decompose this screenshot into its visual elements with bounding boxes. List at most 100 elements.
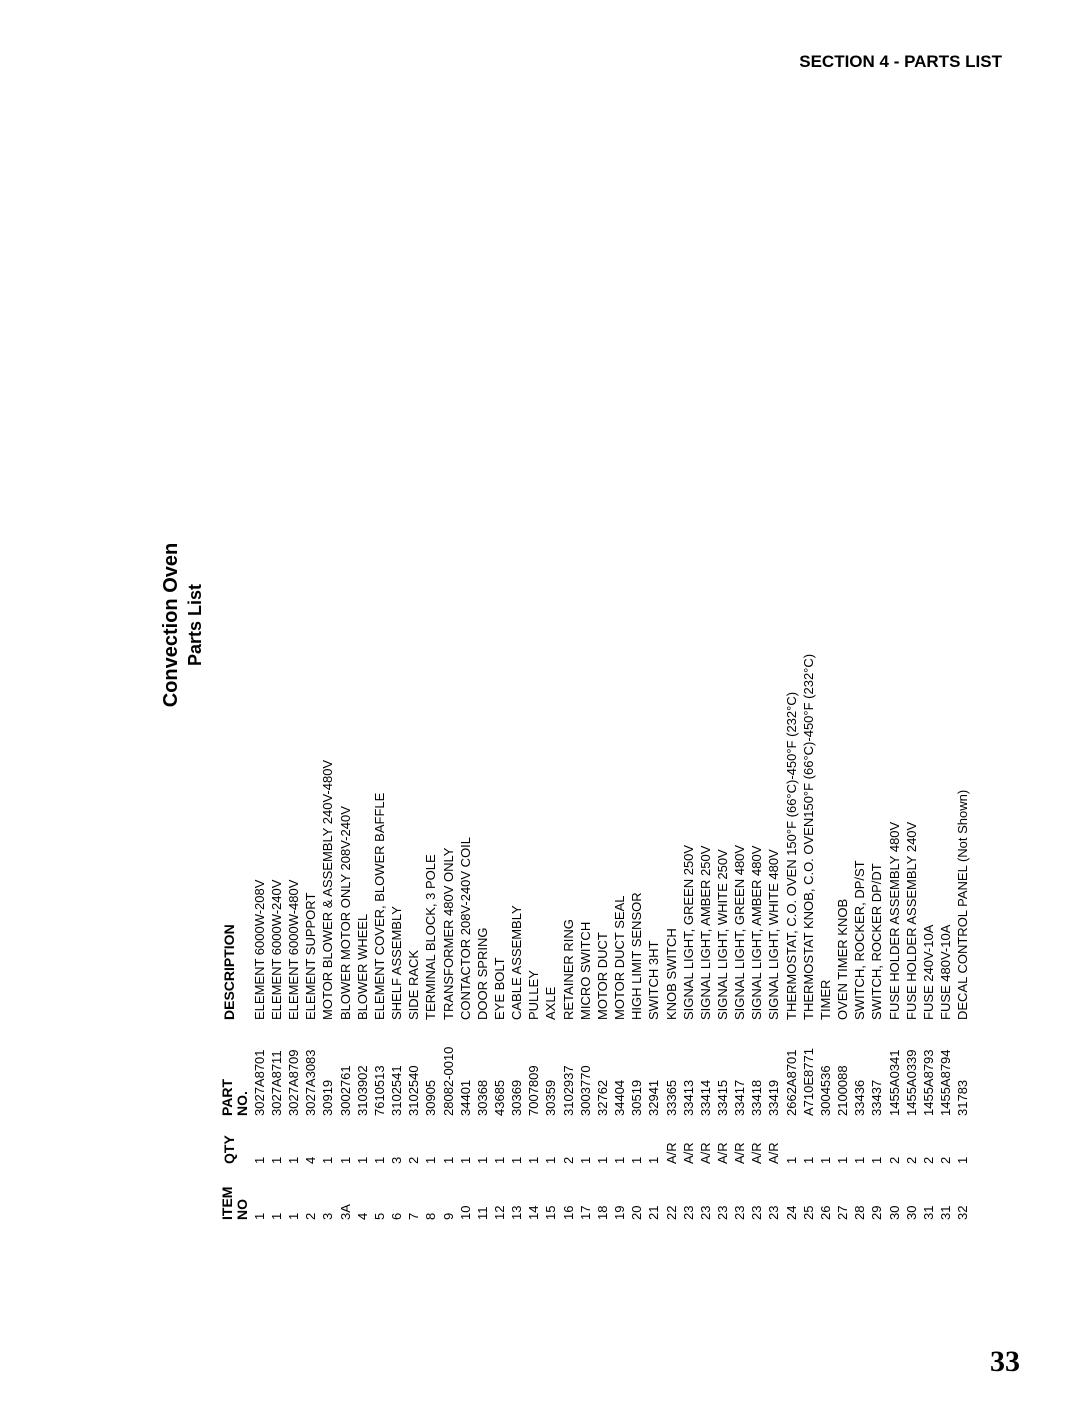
cell-desc: AXLE [542, 640, 559, 1020]
table-row: 413103902BLOWER WHEEL [354, 640, 371, 1220]
page-number: 33 [990, 1345, 1020, 1379]
cell-desc: FUSE 480V-10A [937, 640, 954, 1020]
cell-item: 31 [937, 1164, 954, 1220]
cell-item: 3 [319, 1164, 336, 1220]
cell-desc: EYE BOLT [491, 640, 508, 1020]
cell-qty: A/R [748, 1116, 765, 1164]
cell-part: 3004536 [817, 1020, 834, 1116]
cell-part: 3027A8711 [268, 1020, 285, 1116]
cell-item: 23 [680, 1164, 697, 1220]
cell-part: 3102540 [405, 1020, 422, 1116]
table-row: 3121455A8794FUSE 480V-10A [937, 640, 954, 1220]
cell-desc: SIGNAL LIGHT, WHITE 480V [765, 640, 782, 1020]
cell-qty: 1 [783, 1116, 800, 1164]
cell-qty: 1 [251, 1116, 268, 1164]
table-row: 32131783DECAL CONTROL PANEL (Not Shown) [954, 640, 971, 1220]
cell-part: 32941 [645, 1020, 662, 1116]
table-row: 633102541SHELF ASSEMBLY [388, 640, 405, 1220]
cell-part: 33437 [868, 1020, 885, 1116]
cell-desc: TIMER [817, 640, 834, 1020]
cell-desc: DECAL CONTROL PANEL (Not Shown) [954, 640, 971, 1020]
cell-item: 1 [251, 1164, 268, 1220]
table-row: 1713003770MICRO SWITCH [577, 640, 594, 1220]
cell-desc: SHELF ASSEMBLY [388, 640, 405, 1020]
cell-item: 23 [697, 1164, 714, 1220]
table-row: 23A/R33419SIGNAL LIGHT, WHITE 480V [765, 640, 782, 1220]
cell-part: 2662A8701 [783, 1020, 800, 1116]
table-row: 243027A3083ELEMENT SUPPORT [302, 640, 319, 1220]
cell-qty: 4 [302, 1116, 319, 1164]
cell-item: 16 [560, 1164, 577, 1220]
cell-part: 33436 [851, 1020, 868, 1116]
cell-desc: ELEMENT 6000W-240V [268, 640, 285, 1020]
cell-item: 23 [765, 1164, 782, 1220]
cell-item: 20 [628, 1164, 645, 1220]
cell-desc: SIGNAL LIGHT, AMBER 250V [697, 640, 714, 1020]
table-row: 1623102937RETAINER RING [560, 640, 577, 1220]
table-row: 3021455A0341FUSE HOLDER ASSEMBLY 480V [886, 640, 903, 1220]
table-row: 2412662A8701THERMOSTAT, C.O. OVEN 150°F … [783, 640, 800, 1220]
cell-desc: ELEMENT 6000W-480V [285, 640, 302, 1020]
cell-part: 30368 [474, 1020, 491, 1116]
table-row: 3121455A8793FUSE 240V-10A [920, 640, 937, 1220]
cell-qty: 1 [868, 1116, 885, 1164]
cell-item: 26 [817, 1164, 834, 1220]
col-header-part-line1: PART [219, 1079, 235, 1116]
cell-item: 27 [834, 1164, 851, 1220]
table-row: 22A/R33365KNOB SWITCH [663, 640, 680, 1220]
cell-item: 23 [731, 1164, 748, 1220]
cell-desc: BLOWER WHEEL [354, 640, 371, 1020]
cell-qty: 1 [371, 1116, 388, 1164]
cell-qty: 1 [440, 1116, 457, 1164]
cell-item: 11 [474, 1164, 491, 1220]
cell-qty: 1 [337, 1116, 354, 1164]
table-row: 251A710E8771THERMOSTAT KNOB, C.O. OVEN15… [800, 640, 817, 1220]
table-row: 19134404MOTOR DUCT SEAL [611, 640, 628, 1220]
cell-part: 33415 [714, 1020, 731, 1116]
cell-item: 31 [920, 1164, 937, 1220]
cell-item: 21 [645, 1164, 662, 1220]
cell-qty: 1 [954, 1116, 971, 1164]
cell-qty: 1 [457, 1116, 474, 1164]
cell-qty: 1 [491, 1116, 508, 1164]
cell-qty: 1 [594, 1116, 611, 1164]
cell-qty: 3 [388, 1116, 405, 1164]
cell-part: 32762 [594, 1020, 611, 1116]
cell-qty: 1 [268, 1116, 285, 1164]
cell-part: 1455A8793 [920, 1020, 937, 1116]
parts-list-container: Convection Oven Parts List ITEM NO QTY P… [160, 120, 971, 1220]
cell-part: 33414 [697, 1020, 714, 1116]
table-row: 3130919MOTOR BLOWER & ASSEMBLY 240V-480V [319, 640, 336, 1220]
cell-desc: THERMOSTAT, C.O. OVEN 150°F (66°C)-450°F… [783, 640, 800, 1020]
cell-desc: MICRO SWITCH [577, 640, 594, 1020]
cell-qty: A/R [731, 1116, 748, 1164]
cell-part: 1455A8794 [937, 1020, 954, 1116]
cell-desc: KNOB SWITCH [663, 640, 680, 1020]
table-row: 8130905TERMINAL BLOCK, 3 POLE [422, 640, 439, 1220]
cell-qty: 2 [886, 1116, 903, 1164]
cell-part: 1455A0341 [886, 1020, 903, 1116]
table-row: 28133436SWITCH, ROCKER, DP/ST [851, 640, 868, 1220]
cell-qty: A/R [765, 1116, 782, 1164]
cell-desc: TRANSFORMER 480V ONLY [440, 640, 457, 1020]
cell-part: 2100088 [834, 1020, 851, 1116]
cell-qty: 1 [577, 1116, 594, 1164]
cell-desc: HIGH LIMIT SENSOR [628, 640, 645, 1020]
table-row: 2712100088OVEN TIMER KNOB [834, 640, 851, 1220]
cell-desc: SIDE RACK [405, 640, 422, 1020]
cell-part: 31783 [954, 1020, 971, 1116]
cell-desc: CONTACTOR 208V-240V COIL [457, 640, 474, 1020]
cell-desc: FUSE 240V-10A [920, 640, 937, 1020]
cell-qty: 2 [903, 1116, 920, 1164]
cell-item: 1 [268, 1164, 285, 1220]
cell-desc: RETAINER RING [560, 640, 577, 1020]
cell-desc: SWITCH 3HT [645, 640, 662, 1020]
cell-qty: 1 [508, 1116, 525, 1164]
cell-part: 3027A8709 [285, 1020, 302, 1116]
cell-part: 3102937 [560, 1020, 577, 1116]
cell-qty: A/R [680, 1116, 697, 1164]
cell-item: 6 [388, 1164, 405, 1220]
cell-desc: SIGNAL LIGHT, AMBER 480V [748, 640, 765, 1020]
cell-desc: TERMINAL BLOCK, 3 POLE [422, 640, 439, 1020]
table-row: 12143685EYE BOLT [491, 640, 508, 1220]
